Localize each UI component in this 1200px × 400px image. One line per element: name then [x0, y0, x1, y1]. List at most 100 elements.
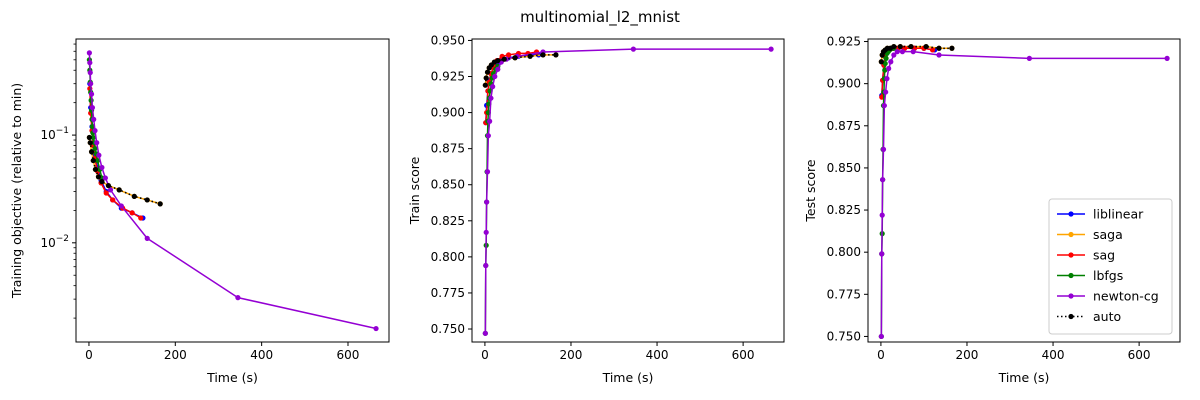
series-line-newton-cg: [484, 48, 772, 334]
data-point: [87, 70, 93, 76]
data-point: [86, 134, 92, 141]
data-point: [891, 52, 897, 58]
x-tick-label: 0: [481, 348, 489, 362]
y-tick-label: 0.775: [431, 286, 465, 300]
data-point: [157, 201, 163, 207]
series-line-liblinear: [881, 47, 935, 96]
y-tick-label: 0.925: [827, 35, 861, 49]
data-point: [490, 84, 496, 90]
data-point: [118, 203, 124, 209]
data-point: [103, 190, 109, 196]
legend-label: saga: [1093, 227, 1123, 242]
data-point: [107, 187, 114, 193]
data-point: [90, 157, 96, 164]
data-point: [495, 66, 501, 72]
legend-label: newton-cg: [1093, 289, 1159, 304]
data-point: [92, 145, 98, 152]
legend-label: liblinear: [1093, 207, 1144, 222]
y-tick-label: 0.950: [431, 33, 465, 47]
series-newton-cg: [86, 50, 379, 332]
data-point: [138, 215, 144, 221]
data-point: [94, 140, 100, 146]
data-point: [144, 235, 150, 241]
data-point: [95, 174, 102, 180]
series-auto: [878, 43, 955, 65]
plot-area: [878, 43, 1170, 340]
data-point: [897, 43, 903, 50]
legend-marker: [1068, 231, 1074, 238]
data-point: [484, 199, 490, 205]
data-point: [487, 118, 493, 124]
x-tick-label: 600: [1128, 348, 1151, 362]
legend-marker: [1068, 252, 1074, 258]
y-tick-label: 0.825: [827, 203, 861, 217]
legend: liblinear saga sag lbfgs newton-cg auto: [1048, 198, 1173, 335]
data-point: [1164, 55, 1170, 61]
data-point: [92, 128, 98, 134]
data-point: [484, 69, 491, 75]
data-point: [883, 55, 889, 61]
data-point: [768, 46, 774, 52]
y-tick-label: 0.875: [431, 142, 465, 156]
y-tick-label: 0.750: [431, 322, 465, 336]
data-point: [495, 58, 501, 64]
data-point: [878, 59, 884, 65]
series-newton-cg: [482, 46, 774, 336]
data-point: [96, 152, 102, 158]
x-tick-label: 200: [560, 348, 583, 362]
data-point: [91, 116, 97, 122]
x-tick-label: 600: [337, 348, 360, 362]
x-tick-label: 600: [732, 348, 755, 362]
y-tick-label: 0.900: [431, 106, 465, 120]
series-auto: [86, 134, 163, 207]
x-tick-label: 400: [646, 348, 669, 362]
chart-panel-1: 0 200 400 600 10−1 10−2 Time (s) Training objec…: [9, 38, 390, 385]
data-point: [102, 175, 108, 181]
y-tick-label: 0.750: [827, 329, 861, 343]
data-point: [884, 76, 890, 82]
axes-frame: [867, 38, 1181, 343]
x-axis-label: Time (s): [602, 370, 654, 385]
data-point: [492, 73, 498, 80]
legend-item-liblinear: liblinear: [1057, 207, 1144, 222]
legend-item-newton-cg: newton-cg: [1057, 289, 1159, 304]
data-point: [553, 52, 559, 58]
data-point: [144, 197, 150, 203]
y-tick-label: 10−2: [40, 234, 69, 250]
data-point: [86, 50, 92, 56]
data-point: [881, 102, 887, 109]
y-tick-label: 0.850: [431, 178, 465, 192]
data-point: [1026, 55, 1032, 61]
legend-marker: [1068, 313, 1074, 320]
data-point: [923, 43, 929, 50]
data-point: [129, 210, 135, 216]
y-tick-label: 0.875: [827, 119, 861, 133]
data-point: [936, 45, 942, 51]
x-tick-label: 400: [250, 348, 273, 362]
data-point: [99, 179, 105, 185]
x-tick-label: 200: [164, 348, 187, 362]
y-tick-label: 0.925: [431, 70, 465, 84]
data-point: [373, 325, 379, 332]
figure-title: multinomial_l2_mnist: [520, 8, 680, 27]
data-point: [116, 187, 122, 193]
data-point: [99, 164, 105, 171]
x-axis-label: Time (s): [206, 370, 258, 385]
data-point: [485, 133, 491, 139]
data-point: [879, 212, 885, 218]
data-point: [501, 56, 507, 62]
data-point: [484, 169, 491, 175]
data-point: [87, 140, 93, 146]
y-tick-label: 0.800: [827, 245, 861, 259]
data-point: [899, 49, 906, 55]
data-point: [886, 65, 892, 72]
data-point: [87, 60, 93, 66]
data-point: [880, 146, 887, 152]
data-point: [505, 52, 512, 58]
y-tick-label: 0.900: [827, 77, 861, 91]
data-point: [88, 81, 94, 87]
legend-item-lbfgs: lbfgs: [1057, 268, 1123, 283]
plot-area: [86, 50, 379, 332]
data-point: [90, 134, 96, 141]
